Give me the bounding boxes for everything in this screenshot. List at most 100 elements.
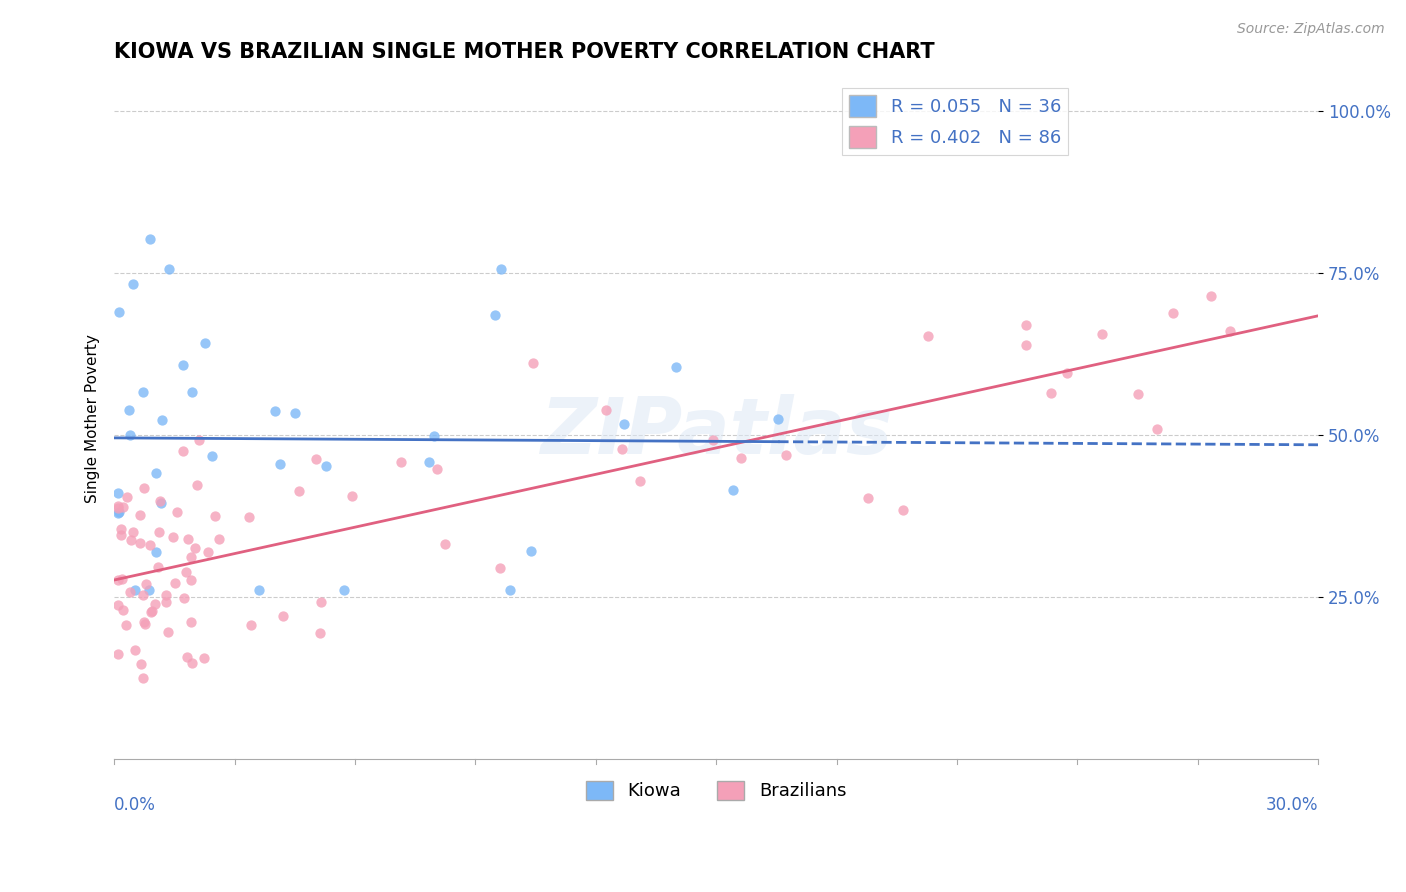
Point [194, 335, 217, 350]
Point [139, 232, 162, 246]
Point [721, 483, 744, 497]
Point [155, 588, 177, 602]
Point [139, 605, 162, 619]
Legend: R = 0.055   N = 36, R = 0.402   N = 86: R = 0.055 N = 36, R = 0.402 N = 86 [842, 87, 1069, 155]
Point [132, 672, 155, 686]
Point [1015, 338, 1038, 352]
Point [1040, 386, 1063, 401]
Point [118, 428, 141, 442]
Point [197, 544, 219, 558]
Point [180, 550, 202, 565]
Point [174, 565, 197, 579]
Point [342, 489, 364, 503]
Point [426, 462, 449, 476]
Point [489, 561, 512, 575]
Point [768, 412, 790, 426]
Text: 0.0%: 0.0% [114, 797, 156, 814]
Point [107, 501, 129, 516]
Point [269, 457, 291, 471]
Point [122, 525, 145, 540]
Point [134, 481, 156, 495]
Point [166, 505, 188, 519]
Point [702, 433, 724, 447]
Point [149, 494, 172, 508]
Point [132, 615, 155, 629]
Point [129, 508, 152, 522]
Point [138, 583, 160, 598]
Point [489, 261, 512, 276]
Point [173, 591, 195, 605]
Point [1146, 422, 1168, 436]
Point [309, 625, 332, 640]
Point [176, 650, 198, 665]
Point [422, 429, 444, 443]
Point [124, 583, 146, 598]
Point [288, 484, 311, 499]
Point [309, 594, 332, 608]
Point [484, 308, 506, 322]
Point [184, 541, 207, 555]
Point [150, 412, 173, 426]
Point [112, 603, 135, 617]
Point [418, 455, 440, 469]
Point [858, 491, 880, 506]
Point [1199, 289, 1222, 303]
Point [107, 573, 129, 587]
Point [115, 617, 138, 632]
Point [1015, 318, 1038, 332]
Point [107, 305, 129, 319]
Point [333, 583, 356, 598]
Point [271, 608, 294, 623]
Point [155, 595, 177, 609]
Point [180, 615, 202, 629]
Point [157, 624, 180, 639]
Point [180, 385, 202, 400]
Point [132, 588, 155, 602]
Point [163, 575, 186, 590]
Point [1126, 387, 1149, 401]
Point [188, 433, 211, 447]
Point [107, 648, 129, 662]
Point [141, 604, 163, 618]
Point [434, 537, 457, 551]
Point [120, 533, 142, 547]
Point [193, 651, 215, 665]
Point [145, 466, 167, 480]
Point [305, 452, 328, 467]
Point [498, 583, 520, 598]
Point [389, 455, 412, 469]
Point [107, 506, 129, 520]
Point [1056, 366, 1078, 380]
Point [665, 360, 688, 375]
Point [107, 598, 129, 612]
Point [145, 597, 167, 611]
Point [134, 616, 156, 631]
Point [118, 585, 141, 599]
Point [284, 406, 307, 420]
Y-axis label: Single Mother Poverty: Single Mother Poverty [86, 334, 100, 503]
Point [180, 657, 202, 671]
Point [122, 277, 145, 291]
Point [238, 509, 260, 524]
Point [135, 577, 157, 591]
Point [145, 545, 167, 559]
Point [111, 500, 134, 514]
Point [775, 449, 797, 463]
Point [247, 583, 270, 598]
Point [315, 459, 337, 474]
Point [172, 358, 194, 372]
Text: KIOWA VS BRAZILIAN SINGLE MOTHER POVERTY CORRELATION CHART: KIOWA VS BRAZILIAN SINGLE MOTHER POVERTY… [114, 42, 935, 62]
Point [176, 532, 198, 546]
Point [613, 417, 636, 432]
Point [162, 530, 184, 544]
Point [1161, 306, 1184, 320]
Point [519, 544, 541, 558]
Point [201, 449, 224, 463]
Point [117, 402, 139, 417]
Point [108, 505, 131, 519]
Text: ZIPatlas: ZIPatlas [540, 394, 893, 470]
Point [522, 356, 544, 370]
Point [730, 451, 752, 466]
Point [129, 657, 152, 671]
Text: Source: ZipAtlas.com: Source: ZipAtlas.com [1237, 22, 1385, 37]
